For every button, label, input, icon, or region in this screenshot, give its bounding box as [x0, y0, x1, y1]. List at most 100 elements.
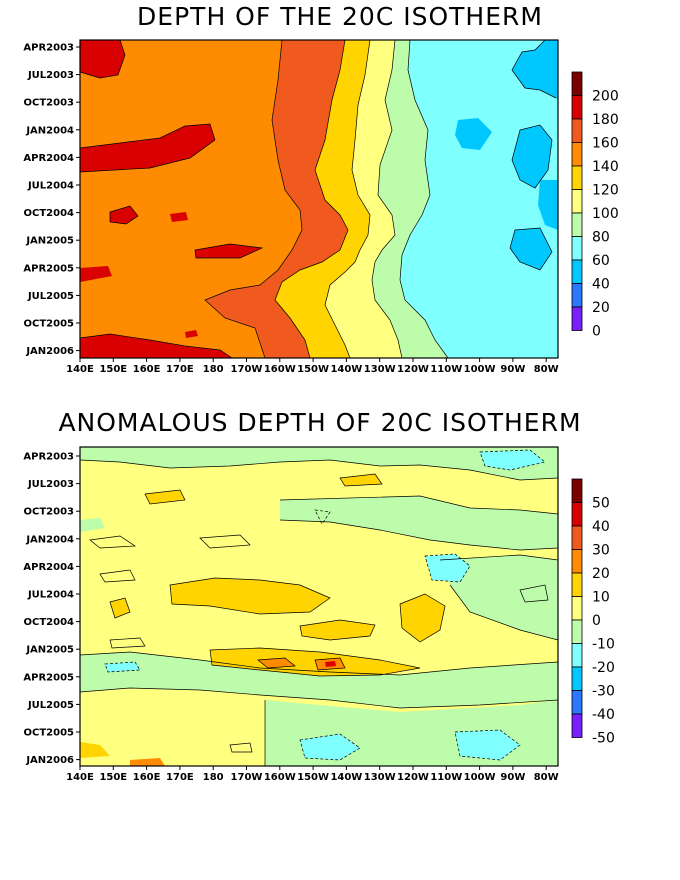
colorbar-label: 10: [592, 590, 610, 606]
x-tick-label: 90W: [500, 364, 525, 375]
colorbar-label: 80: [592, 230, 610, 246]
y-tick-label: JUL2005: [27, 291, 74, 302]
x-tick-label: 160W: [264, 364, 296, 375]
y-tick-label: JUL2004: [27, 181, 74, 192]
x-tick-label: 120W: [397, 364, 429, 375]
region-minus20-minus10: [425, 554, 470, 582]
colorbar-label: 0: [592, 324, 601, 340]
colorbar-label: 200: [592, 89, 619, 105]
x-tick-label: 150E: [99, 772, 127, 783]
region-20-30: [130, 758, 165, 766]
x-tick-label: 130W: [364, 364, 396, 375]
region-10-20: [80, 742, 110, 758]
colorbar-label: 20: [592, 566, 610, 582]
x-tick-label: 150W: [297, 772, 329, 783]
y-tick-label: APR2003: [23, 452, 74, 463]
x-tick-label: 180: [203, 364, 224, 375]
x-tick-label: 130W: [364, 772, 396, 783]
colorbar-swatch: [571, 713, 583, 738]
colorbar-swatch: [571, 142, 583, 167]
y-tick-label: APR2004: [23, 562, 74, 573]
x-tick-label: 140W: [330, 772, 362, 783]
axes-depth: APR2003 JUL2003 OCT2003 JAN2004 APR2004 JUL20…: [23, 43, 558, 376]
region-10-20: [300, 620, 375, 640]
plot-area-depth: [80, 40, 558, 358]
region-10-20: [400, 594, 445, 642]
colorbar-label: 40: [592, 519, 610, 535]
x-tick-label: 100W: [464, 364, 496, 375]
y-tick-label: JAN2006: [25, 346, 74, 357]
y-tick-label: JUL2003: [27, 70, 74, 81]
colorbar-swatch: [571, 259, 583, 284]
region-40-60: [512, 125, 552, 188]
colorbar-label: -30: [592, 684, 615, 700]
region-160-180: [195, 244, 262, 258]
colorbar-label: 140: [592, 159, 619, 175]
region-30-40: [325, 661, 336, 667]
colorbar-swatch: [571, 525, 583, 550]
region-10-20: [110, 598, 130, 618]
colorbar-label: 0: [592, 613, 601, 629]
x-tick-label: 160W: [264, 772, 296, 783]
x-tick-label: 170E: [166, 364, 194, 375]
x-tick-label: 140E: [66, 772, 94, 783]
x-tick-label: 120W: [397, 772, 429, 783]
region-10-20: [170, 578, 330, 614]
region-minus10-0: [80, 652, 558, 708]
y-tick-label: JAN2004: [25, 534, 74, 545]
region-160-180: [110, 206, 138, 224]
y-tick-label: OCT2003: [24, 507, 75, 518]
y-tick-label: JAN2004: [25, 125, 74, 136]
colorbar-swatch: [571, 118, 583, 143]
x-tick-label: 150E: [99, 364, 127, 375]
y-tick-label: APR2003: [23, 43, 74, 54]
chart-title-depth: DEPTH OF THE 20C ISOTHERM: [137, 2, 543, 31]
colorbar-label: 50: [592, 496, 610, 512]
colorbar-swatch: [571, 236, 583, 261]
region-60-80: [400, 40, 558, 358]
y-tick-label: OCT2005: [24, 728, 75, 739]
x-tick-label: 170E: [166, 772, 194, 783]
region-40-60: [538, 180, 558, 230]
y-tick-label: APR2005: [23, 263, 74, 274]
colorbar-swatch: [571, 572, 583, 597]
x-tick-label: 110W: [430, 364, 462, 375]
y-tick-label: JAN2005: [25, 645, 74, 656]
colorbar-label: 180: [592, 112, 619, 128]
colorbar-swatch: [571, 165, 583, 190]
x-tick-label: 150W: [297, 364, 329, 375]
region-minus20-minus10: [455, 730, 520, 760]
y-tick-label: OCT2005: [24, 319, 75, 330]
region-minus10-0: [280, 496, 558, 550]
y-tick-label: JUL2003: [27, 479, 74, 490]
colorbar-label: 100: [592, 206, 619, 222]
x-tick-label: 80W: [534, 364, 559, 375]
colorbar-swatch: [571, 71, 583, 96]
colorbar-label: -10: [592, 637, 615, 653]
y-tick-label: APR2004: [23, 153, 74, 164]
colorbar-label: 30: [592, 543, 610, 559]
colorbar-swatch: [571, 306, 583, 331]
region-160-180: [80, 40, 125, 78]
y-tick-label: OCT2004: [24, 208, 75, 219]
colorbar-swatch: [571, 212, 583, 237]
region-10-20: [210, 648, 420, 676]
y-tick-label: JAN2006: [25, 755, 74, 766]
y-tick-label: APR2005: [23, 672, 74, 683]
x-tick-label: 140W: [330, 364, 362, 375]
region-minus20-minus10: [105, 662, 140, 672]
colorbar-swatch: [571, 189, 583, 214]
x-tick-label: 80W: [534, 772, 559, 783]
region-160-180: [80, 334, 232, 358]
y-tick-label: OCT2003: [24, 98, 75, 109]
colorbar-label: 40: [592, 277, 610, 293]
y-tick-label: JAN2005: [25, 236, 74, 247]
region-40-60: [455, 118, 492, 150]
colorbar-swatch: [571, 95, 583, 120]
axes-anomaly: APR2003 JUL2003 OCT2003 JAN2004 APR2004 JUL20…: [23, 452, 558, 784]
region-10-20: [145, 490, 185, 504]
plot-frame-anomaly: [79, 446, 559, 767]
x-tick-label: 100W: [464, 772, 496, 783]
